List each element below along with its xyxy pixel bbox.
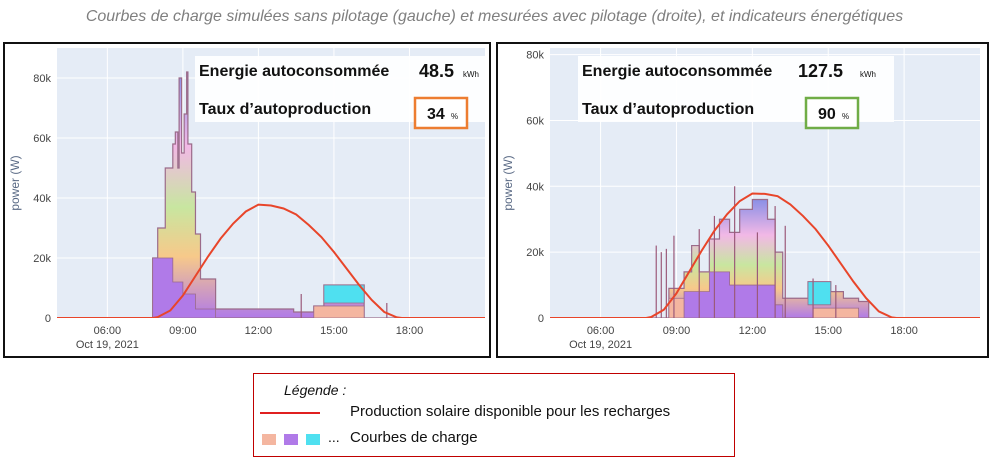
- x-tick-label: 15:00: [814, 325, 842, 337]
- plot-group: [57, 71, 485, 318]
- energy-label: Energie autoconsommée: [199, 63, 389, 80]
- x-tick-label: 12:00: [245, 325, 273, 337]
- energy-value: 48.5: [419, 61, 454, 81]
- x-tick-label: 15:00: [320, 325, 348, 337]
- panel-left-chart: 0 20k 40k 60k 80k 06:00 09:00 12:00 15:00 18:00 Oc…: [3, 42, 491, 358]
- y-tick-label: 80k: [526, 50, 544, 62]
- solar-line: [550, 192, 980, 318]
- energy-unit: kWh: [860, 70, 876, 79]
- charge-band: [807, 281, 832, 306]
- legend-swatch-cyan: [306, 434, 320, 445]
- charge-band: [313, 305, 365, 318]
- rate-unit: %: [842, 112, 849, 121]
- legend-swatch-peach: [262, 434, 276, 445]
- legend-solar-label: Production solaire disponible pour les r…: [350, 403, 671, 420]
- x-tick-label: 12:00: [739, 325, 767, 337]
- rate-label: Taux d’autoproduction: [199, 101, 371, 118]
- rate-box: [804, 96, 860, 130]
- x-tick-label: 18:00: [396, 325, 424, 337]
- legend-title: Légende :: [284, 382, 347, 398]
- rate-value: 34: [427, 106, 445, 123]
- chart-left-svg: 0 20k 40k 60k 80k 06:00 09:00 12:00 15:00 18:00 Oc…: [8, 48, 485, 351]
- x-date-label: Oct 19, 2021: [76, 339, 139, 351]
- plot-group: [550, 186, 980, 318]
- rate-label: Taux d’autoproduction: [582, 101, 754, 118]
- legend-ellipsis: ...: [328, 429, 340, 445]
- y-tick-label: 20k: [33, 253, 51, 265]
- x-tick-label: 09:00: [169, 325, 197, 337]
- chart-right-svg: 0 20k 40k 60k 80k 06:00 09:00 12:00 15:00 18:00 Oc…: [501, 48, 980, 351]
- charge-band: [323, 284, 365, 304]
- charge-band: [683, 271, 784, 318]
- y-tick-label: 20k: [526, 247, 544, 259]
- y-axis-label: power (W): [8, 155, 22, 210]
- solar-line: [57, 203, 485, 318]
- x-tick-label: 06:00: [94, 325, 122, 337]
- legend-box: Légende : Production solaire disponible …: [253, 373, 735, 457]
- y-tick-label: 80k: [33, 73, 51, 85]
- rate-value: 90: [818, 106, 836, 123]
- y-tick-label: 40k: [526, 181, 544, 193]
- rate-box: [413, 96, 469, 130]
- y-tick-label: 60k: [33, 133, 51, 145]
- rate-unit: %: [451, 112, 458, 121]
- energy-unit: kWh: [463, 70, 479, 79]
- charge-band: [668, 297, 685, 318]
- x-date-label: Oct 19, 2021: [569, 339, 632, 351]
- y-tick-label: 0: [45, 313, 51, 325]
- legend-swatch-purple: [284, 434, 298, 445]
- figure-title: Courbes de charge simulées sans pilotage…: [85, 8, 904, 25]
- y-tick-label: 0: [538, 313, 544, 325]
- energy-label: Energie autoconsommée: [582, 63, 772, 80]
- energy-value: 127.5: [798, 61, 843, 81]
- x-tick-label: 09:00: [663, 325, 691, 337]
- y-tick-label: 40k: [33, 193, 51, 205]
- x-tick-label: 18:00: [890, 325, 918, 337]
- panel-right-chart: 0 20k 40k 60k 80k 06:00 09:00 12:00 15:00 18:00 Oc…: [496, 42, 989, 358]
- legend-charge-label: Courbes de charge: [350, 429, 478, 446]
- y-tick-label: 60k: [526, 115, 544, 127]
- x-tick-label: 06:00: [587, 325, 615, 337]
- charge-total-area: [550, 198, 980, 318]
- y-axis-label: power (W): [501, 155, 515, 210]
- legend-solar-line: [260, 412, 320, 414]
